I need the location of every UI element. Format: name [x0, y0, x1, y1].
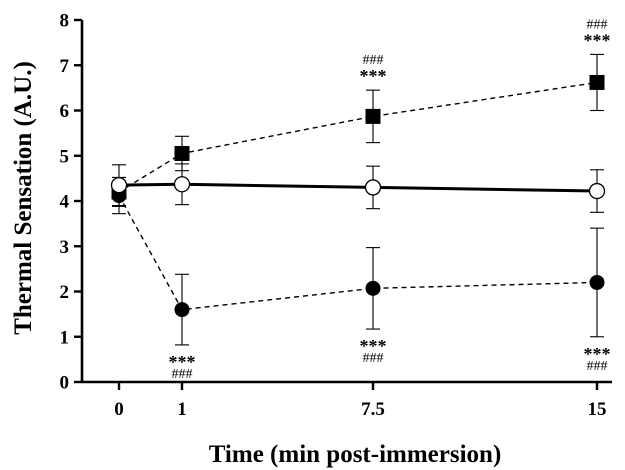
significance-hashes: ###: [587, 17, 608, 32]
significance-stars: ***: [584, 30, 611, 50]
y-tick-label: 2: [60, 282, 70, 303]
data-point-square: [589, 74, 605, 90]
data-point-open-circle: [588, 182, 606, 200]
significance-hashes: ###: [172, 367, 193, 382]
series-line: [118, 182, 598, 193]
data-point-open-circle: [364, 179, 382, 196]
significance-hashes: ###: [587, 359, 608, 374]
significance-stars: ***: [584, 344, 611, 364]
x-tick-label: 15: [588, 399, 607, 420]
significance-stars: ***: [169, 352, 196, 372]
data-point-open-circle: [110, 177, 128, 194]
y-tick-label: 1: [60, 327, 70, 348]
y-tick-label: 7: [60, 56, 70, 77]
x-tick-label: 0: [114, 399, 124, 420]
y-tick-label: 0: [60, 373, 70, 394]
y-tick-label: 5: [60, 146, 70, 167]
significance-hashes: ###: [363, 53, 384, 68]
y-tick-label: 3: [60, 237, 70, 258]
y-tick-label: 6: [60, 101, 70, 122]
data-point-square: [174, 145, 190, 161]
x-axis-title: Time (min post-immersion): [209, 441, 502, 468]
data-point-filled-circle: [174, 302, 190, 318]
y-axis-title: Thermal Sensation (A.U.): [10, 61, 37, 335]
y-tick-label: 4: [60, 192, 70, 213]
x-tick-label: 7.5: [361, 399, 385, 420]
data-point-filled-circle: [589, 274, 605, 290]
significance-stars: ***: [360, 66, 387, 86]
series-line: [118, 81, 598, 193]
x-tick-label: 1: [177, 399, 187, 420]
data-point-open-circle: [173, 176, 191, 193]
data-point-square: [365, 108, 381, 124]
significance-stars: ***: [360, 336, 387, 356]
data-point-filled-circle: [365, 280, 381, 296]
significance-hashes: ###: [363, 351, 384, 366]
series-line: [118, 195, 598, 311]
y-tick-label: 8: [60, 11, 70, 32]
